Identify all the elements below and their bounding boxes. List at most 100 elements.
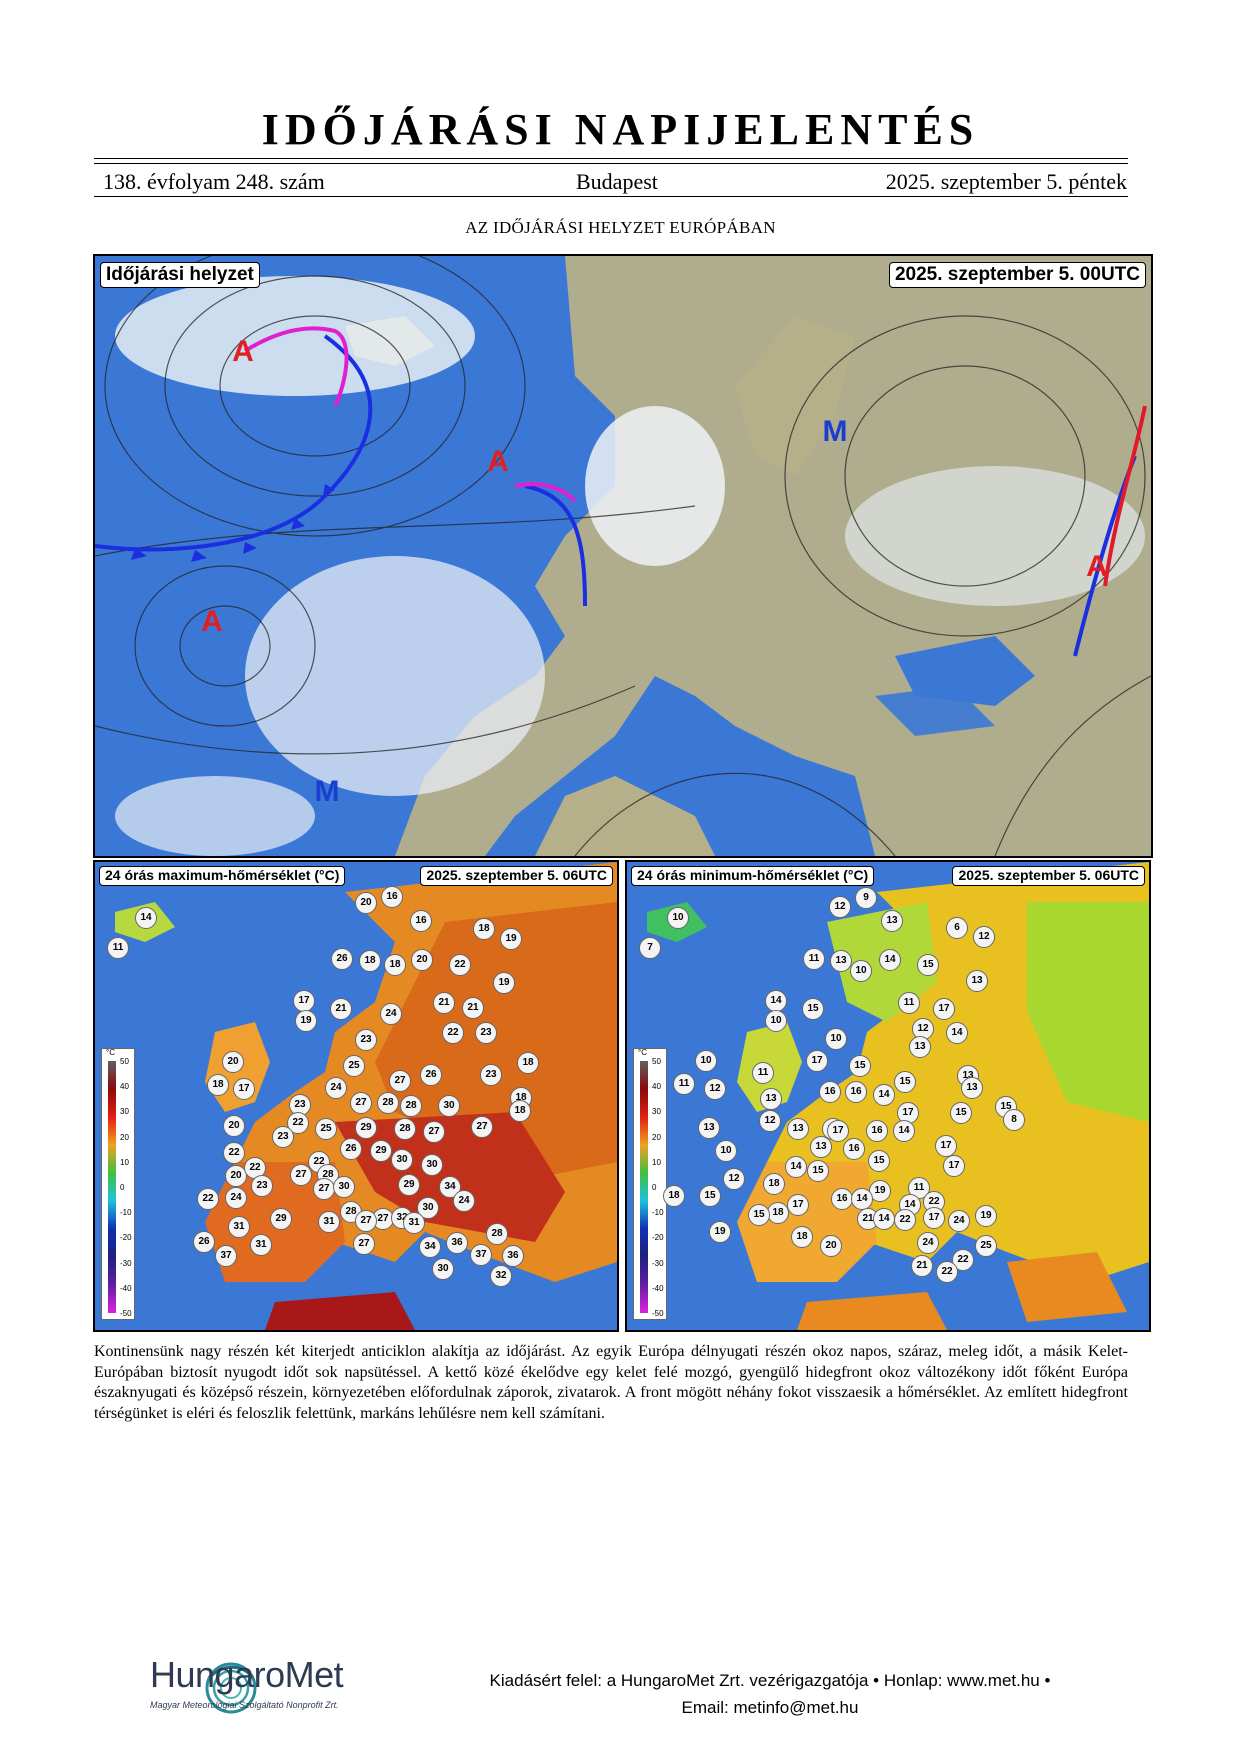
min-station-value: 6: [946, 917, 968, 939]
max-station-value: 20: [411, 949, 433, 971]
max-station-value: 28: [394, 1118, 416, 1140]
min-station-value: 16: [843, 1138, 865, 1160]
min-station-value: 17: [787, 1194, 809, 1216]
max-station-value: 27: [290, 1164, 312, 1186]
scale-tick-label: -20: [652, 1233, 664, 1243]
min-station-value: 14: [946, 1022, 968, 1044]
min-station-value: 22: [952, 1249, 974, 1271]
max-station-value: 30: [417, 1197, 439, 1219]
max-station-value: 30: [333, 1176, 355, 1198]
min-station-value: 11: [752, 1062, 774, 1084]
max-station-value: 25: [315, 1118, 337, 1140]
min-station-value: 19: [709, 1221, 731, 1243]
min-station-value: 11: [898, 992, 920, 1014]
min-station-value: 13: [787, 1118, 809, 1140]
min-station-value: 12: [759, 1110, 781, 1132]
weather-description: Kontinensünk nagy részén két kiterjedt a…: [94, 1343, 1128, 1422]
high-pressure-label: A: [201, 605, 223, 638]
max-station-value: 27: [350, 1092, 372, 1114]
max-station-value: 21: [330, 998, 352, 1020]
max-station-value: 26: [420, 1064, 442, 1086]
scale-tick-label: 50: [652, 1057, 661, 1066]
max-station-value: 29: [398, 1174, 420, 1196]
min-station-value: 15: [868, 1150, 890, 1172]
min-station-value: 15: [699, 1185, 721, 1207]
min-station-value: 24: [948, 1210, 970, 1232]
max-station-value: 30: [432, 1258, 454, 1280]
max-station-value: 21: [433, 992, 455, 1014]
min-station-value: 14: [873, 1208, 895, 1230]
max-station-value: 19: [295, 1010, 317, 1032]
max-station-value: 27: [389, 1070, 411, 1092]
scale-tick-label: -50: [652, 1309, 664, 1318]
max-station-value: 23: [480, 1064, 502, 1086]
min-station-value: 14: [765, 990, 787, 1012]
min-temperature-map: 24 órás minimum-hőmérséklet (°C) 2025. s…: [625, 860, 1151, 1332]
min-station-value: 16: [866, 1120, 888, 1142]
min-station-value: 18: [791, 1226, 813, 1248]
max-station-value: 29: [370, 1140, 392, 1162]
max-station-value: 31: [403, 1212, 425, 1234]
max-station-value: 21: [462, 997, 484, 1019]
min-station-value: 21: [911, 1255, 933, 1277]
scale-tick-label: 30: [120, 1107, 129, 1117]
scale-tick-label: -40: [652, 1283, 664, 1293]
max-station-value: 31: [228, 1216, 250, 1238]
min-station-value: 15: [849, 1055, 871, 1077]
max-station-value: 20: [223, 1115, 245, 1137]
scale-tick-label: 10: [652, 1157, 661, 1167]
section-title: AZ IDŐJÁRÁSI HELYZET EURÓPÁBAN: [465, 218, 776, 237]
volume-number: 138. évfolyam 248. szám: [103, 169, 325, 194]
min-station-value: 13: [698, 1117, 720, 1139]
logo-subtitle: Magyar Meteorológiai Szolgáltató Nonprof…: [150, 1700, 339, 1710]
max-station-value: 34: [419, 1236, 441, 1258]
max-station-value: 18: [359, 950, 381, 972]
scale-tick-label: -40: [120, 1283, 132, 1293]
min-station-value: 15: [894, 1071, 916, 1093]
max-station-value: 36: [502, 1245, 524, 1267]
max-station-value: 23: [272, 1126, 294, 1148]
min-station-value: 12: [704, 1078, 726, 1100]
scale-unit: °C: [106, 1048, 115, 1057]
min-station-value: 10: [715, 1140, 737, 1162]
max-station-value: 17: [293, 990, 315, 1012]
header-rule-top-2: [94, 163, 1128, 164]
report-title: IDŐJÁRÁSI NAPIJELENTÉS: [261, 105, 980, 154]
scale-tick-label: -30: [120, 1258, 132, 1268]
scale-tick-label: -30: [652, 1258, 664, 1268]
min-station-value: 17: [827, 1120, 849, 1142]
max-station-value: 18: [517, 1052, 539, 1074]
min-station-value: 17: [943, 1155, 965, 1177]
scale-tick-label: 20: [120, 1132, 129, 1142]
min-station-value: 12: [829, 896, 851, 918]
max-station-value: 20: [355, 892, 377, 914]
issue-date: 2025. szeptember 5. péntek: [885, 169, 1127, 194]
min-station-value: 13: [881, 910, 903, 932]
max-station-value: 18: [509, 1100, 531, 1122]
max-station-value: 22: [442, 1022, 464, 1044]
max-station-value: 28: [377, 1092, 399, 1114]
scale-tick-label: 0: [652, 1183, 657, 1192]
max-station-value: 29: [270, 1208, 292, 1230]
max-station-value: 27: [423, 1121, 445, 1143]
max-station-value: 36: [446, 1232, 468, 1254]
min-station-value: 12: [723, 1168, 745, 1190]
min-station-value: 17: [933, 998, 955, 1020]
min-station-value: 9: [855, 887, 877, 909]
footer-publisher-line[interactable]: Kiadásért felel: a HungaroMet Zrt. vezér…: [489, 1671, 1051, 1690]
max-station-value: 14: [135, 907, 157, 929]
min-station-value: 13: [966, 970, 988, 992]
scale-tick-label: 30: [652, 1107, 661, 1117]
min-station-value: 10: [765, 1010, 787, 1032]
max-station-value: 22: [223, 1142, 245, 1164]
max-station-value: 37: [470, 1244, 492, 1266]
min-station-value: 17: [923, 1207, 945, 1229]
max-station-value: 25: [343, 1055, 365, 1077]
min-station-value: 14: [893, 1120, 915, 1142]
scale-tick-label: -20: [120, 1233, 132, 1243]
footer: Kiadásért felel: a HungaroMet Zrt. vezér…: [420, 1667, 1120, 1721]
max-map-time: 2025. szeptember 5. 06UTC: [420, 866, 613, 886]
min-station-value: 18: [767, 1202, 789, 1224]
max-station-value: 31: [250, 1234, 272, 1256]
footer-email-line[interactable]: Email: metinfo@met.hu: [681, 1698, 859, 1717]
